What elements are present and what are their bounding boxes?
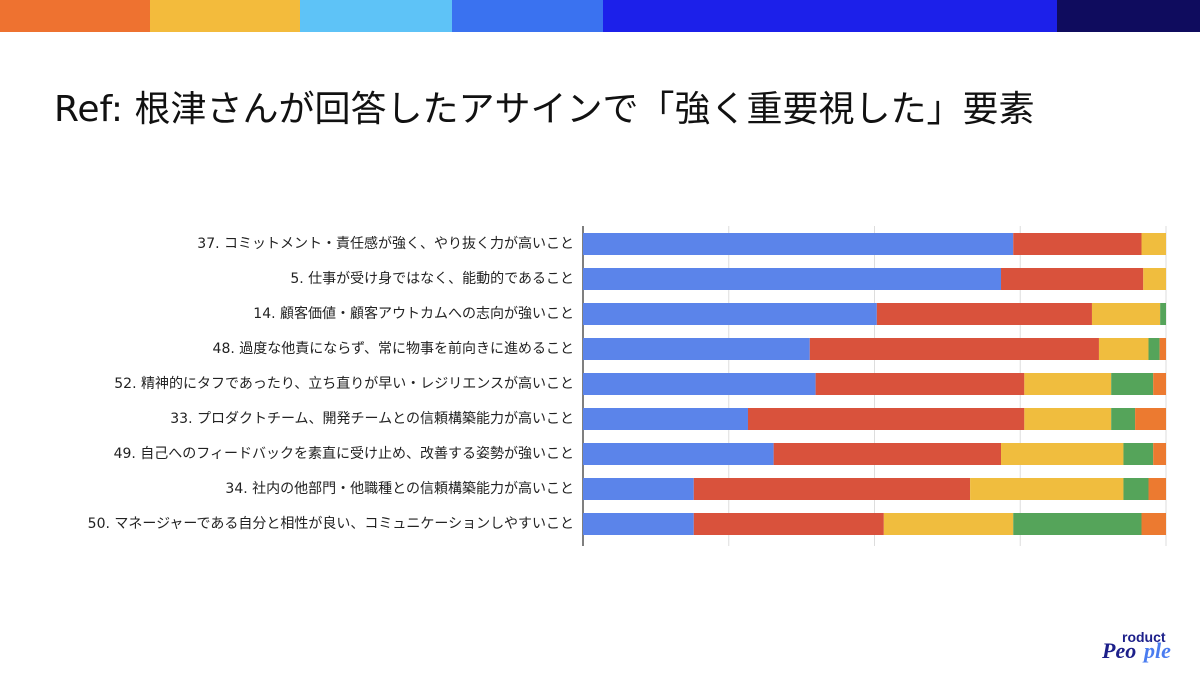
svg-text:Peo: Peo <box>1101 638 1136 663</box>
bar-segment-s1 <box>583 513 694 535</box>
color-stripe <box>0 0 1200 32</box>
bar-segment-s5 <box>1153 373 1166 395</box>
bar-segment-s4 <box>1013 513 1142 535</box>
category-label: 48. 過度な他責にならず、常に物事を前向きに進めること <box>212 341 574 357</box>
bar-segment-s1 <box>583 268 1002 290</box>
category-label: 49. 自己へのフィードバックを素直に受け止め、改善する姿勢が強いこと <box>113 446 574 462</box>
bar-segment-s4 <box>1148 338 1160 360</box>
bar-segment-s1 <box>583 408 748 430</box>
bar-segment-s1 <box>583 338 810 360</box>
slide-title: Ref: 根津さんが回答したアサインで「強く重要視した」要素 <box>54 89 1035 130</box>
bar-segment-s1 <box>583 478 694 500</box>
bar-segment-s3 <box>883 513 1014 535</box>
category-label: 34. 社内の他部門・他職種との信頼構築能力が高いこと <box>225 481 574 497</box>
bar-segment-s2 <box>1013 233 1142 255</box>
bar-segment-s5 <box>1135 408 1166 430</box>
bar-segment-s2 <box>747 408 1025 430</box>
bar-segment-s4 <box>1123 443 1154 465</box>
category-label: 52. 精神的にタフであったり、立ち直りが早い・レジリエンスが高いこと <box>114 376 574 392</box>
stripe-segment <box>1057 0 1200 32</box>
bar-segment-s2 <box>809 338 1099 360</box>
bar-segment-s1 <box>583 233 1014 255</box>
category-label: 14. 顧客価値・顧客アウトカムへの志向が強いこと <box>253 306 574 322</box>
stripe-segment <box>0 0 150 32</box>
bar-segment-s3 <box>1024 408 1112 430</box>
bar-segment-s5 <box>1141 513 1166 535</box>
svg-text:ple: ple <box>1142 638 1171 663</box>
product-people-logo: roduct Peo ple <box>1100 628 1190 672</box>
bar-segment-s5 <box>1159 338 1166 360</box>
bar-segment-s1 <box>583 373 816 395</box>
bar-segment-s2 <box>693 478 971 500</box>
bar-segment-s3 <box>1091 303 1161 325</box>
bar-segment-s4 <box>1123 478 1149 500</box>
bar-segment-s2 <box>773 443 1002 465</box>
bar-segment-s2 <box>876 303 1092 325</box>
category-label: 50. マネージャーである自分と相性が良い、コミュニケーションしやすいこと <box>87 516 574 532</box>
bar-segment-s4 <box>1160 303 1166 325</box>
bar-segment-s3 <box>1024 373 1112 395</box>
stripe-segment <box>300 0 452 32</box>
category-label: 37. コミットメント・責任感が強く、やり抜く力が高いこと <box>197 236 574 252</box>
bar-segment-s5 <box>1148 478 1166 500</box>
bar-segment-s4 <box>1111 373 1154 395</box>
bar-segment-s3 <box>970 478 1124 500</box>
bar-segment-s1 <box>583 443 774 465</box>
bar-segment-s2 <box>815 373 1025 395</box>
bar-segment-s3 <box>1098 338 1149 360</box>
bar-segment-s3 <box>1143 268 1166 290</box>
stripe-segment <box>150 0 300 32</box>
bar-segment-s3 <box>1141 233 1166 255</box>
bar-segment-s1 <box>583 303 877 325</box>
bar-segment-s4 <box>1111 408 1136 430</box>
bar-segment-s3 <box>1001 443 1124 465</box>
svg-text:roduct: roduct <box>1122 629 1166 645</box>
stripe-segment <box>603 0 1057 32</box>
bar-segment-s2 <box>1001 268 1144 290</box>
bar-segment-s2 <box>693 513 884 535</box>
bar-segment-s5 <box>1153 443 1166 465</box>
category-label: 33. プロダクトチーム、開発チームとの信頼構築能力が高いこと <box>170 411 574 427</box>
stripe-segment <box>452 0 603 32</box>
category-label: 5. 仕事が受け身ではなく、能動的であること <box>290 271 574 287</box>
